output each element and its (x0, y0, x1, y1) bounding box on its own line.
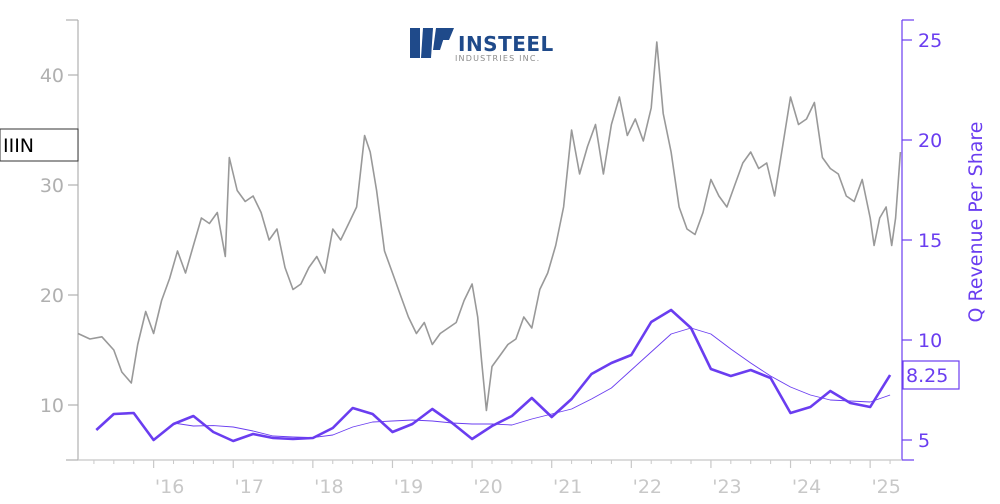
ticker-label: IIIN (3, 135, 34, 157)
x-tick-label: '16 (155, 476, 184, 498)
right-tick-label: 15 (918, 230, 942, 252)
ticker-label-box (0, 128, 79, 162)
left-tick-label: 30 (40, 175, 64, 197)
left-tick-label: 20 (40, 285, 64, 307)
right-axis-title: Q Revenue Per Share (965, 122, 987, 323)
revenue-series-line (95, 308, 892, 443)
x-tick-label: '18 (314, 476, 343, 498)
x-tick-label: '23 (712, 476, 741, 498)
last-value-label: 8.25 (906, 365, 948, 387)
right-tick-label: 10 (918, 330, 942, 352)
right-tick-label: 5 (918, 430, 930, 452)
revenue-average-line (173, 327, 891, 439)
right-tick-label: 20 (918, 130, 942, 152)
right-tick-label: 25 (918, 30, 942, 52)
x-tick-label: '25 (871, 476, 900, 498)
x-tick-label: '21 (553, 476, 582, 498)
logo-subtitle: INDUSTRIES INC. (455, 54, 540, 63)
left-tick-label: 40 (40, 65, 64, 87)
logo-mark-icon (410, 28, 454, 58)
series-layer (77, 41, 902, 443)
x-tick-label: '19 (394, 476, 423, 498)
logo-name: INSTEEL (458, 32, 554, 56)
labels-layer: IIIN 8.25 Q Revenue Per Share (0, 122, 987, 390)
left-tick-label: 10 (40, 395, 64, 417)
x-tick-label: '17 (235, 476, 264, 498)
last-value-box (902, 360, 960, 390)
price-series-line (77, 41, 902, 412)
x-tick-label: '24 (792, 476, 821, 498)
axes: 10 20 30 40 5 10 15 20 25 '16 '17 '18 '19 '20 '21 '22 '2… (40, 19, 942, 498)
company-logo: INSTEEL INDUSTRIES INC. (410, 28, 554, 63)
x-tick-label: '20 (473, 476, 502, 498)
x-tick-label: '22 (633, 476, 662, 498)
